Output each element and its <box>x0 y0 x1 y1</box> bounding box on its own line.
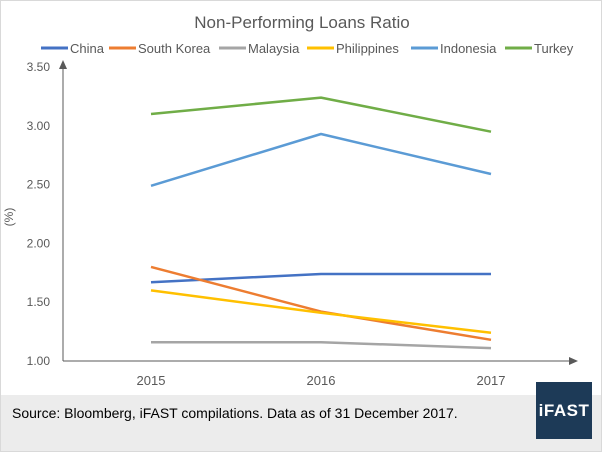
source-note: Source: Bloomberg, iFAST compilations. D… <box>12 405 458 421</box>
y-tick-label: 3.00 <box>27 119 51 133</box>
x-axis-arrow <box>569 357 578 365</box>
y-tick-label: 3.50 <box>27 60 51 74</box>
y-axis-arrow <box>59 60 67 69</box>
legend-item-china: China <box>41 41 105 56</box>
series-line-malaysia <box>151 340 492 350</box>
chart-axes <box>59 60 578 365</box>
x-tick-label: 2015 <box>137 373 166 388</box>
x-tick-labels: 2015 2016 2017 <box>137 373 506 388</box>
legend-label: Turkey <box>534 41 574 56</box>
y-tick-labels: 1.00 1.50 2.00 2.50 3.00 3.50 <box>27 60 51 368</box>
series-line-turkey <box>150 96 492 133</box>
legend-label: China <box>70 41 105 56</box>
x-tick-label: 2017 <box>477 373 506 388</box>
y-tick-label: 2.50 <box>27 178 51 192</box>
x-tick-label: 2016 <box>307 373 336 388</box>
y-tick-label: 1.50 <box>27 295 51 309</box>
series-line-china <box>150 272 491 284</box>
legend-label: Philippines <box>336 41 399 56</box>
series-line-philippines <box>150 289 492 335</box>
legend-label: South Korea <box>138 41 211 56</box>
legend-label: Indonesia <box>440 41 497 56</box>
ifast-logo: iFAST <box>536 382 592 439</box>
legend-label: Malaysia <box>248 41 300 56</box>
logo-text: iFAST <box>538 400 590 420</box>
source-footer: Source: Bloomberg, iFAST compilations. D… <box>1 395 601 451</box>
legend-item-indonesia: Indonesia <box>411 41 497 56</box>
y-tick-label: 1.00 <box>27 354 51 368</box>
chart-legend: China South Korea Malaysia Philippines Indon… <box>41 41 574 56</box>
legend-item-turkey: Turkey <box>505 41 574 56</box>
series-line-south-korea <box>150 265 492 342</box>
legend-item-philippines: Philippines <box>307 41 399 56</box>
y-axis-label: (%) <box>2 208 16 227</box>
series-line-indonesia <box>150 132 492 187</box>
y-tick-label: 2.00 <box>27 236 51 250</box>
chart-title: Non-Performing Loans Ratio <box>194 13 409 32</box>
legend-item-malaysia: Malaysia <box>219 41 300 56</box>
series-lines <box>150 96 492 350</box>
legend-item-south-korea: South Korea <box>109 41 211 56</box>
